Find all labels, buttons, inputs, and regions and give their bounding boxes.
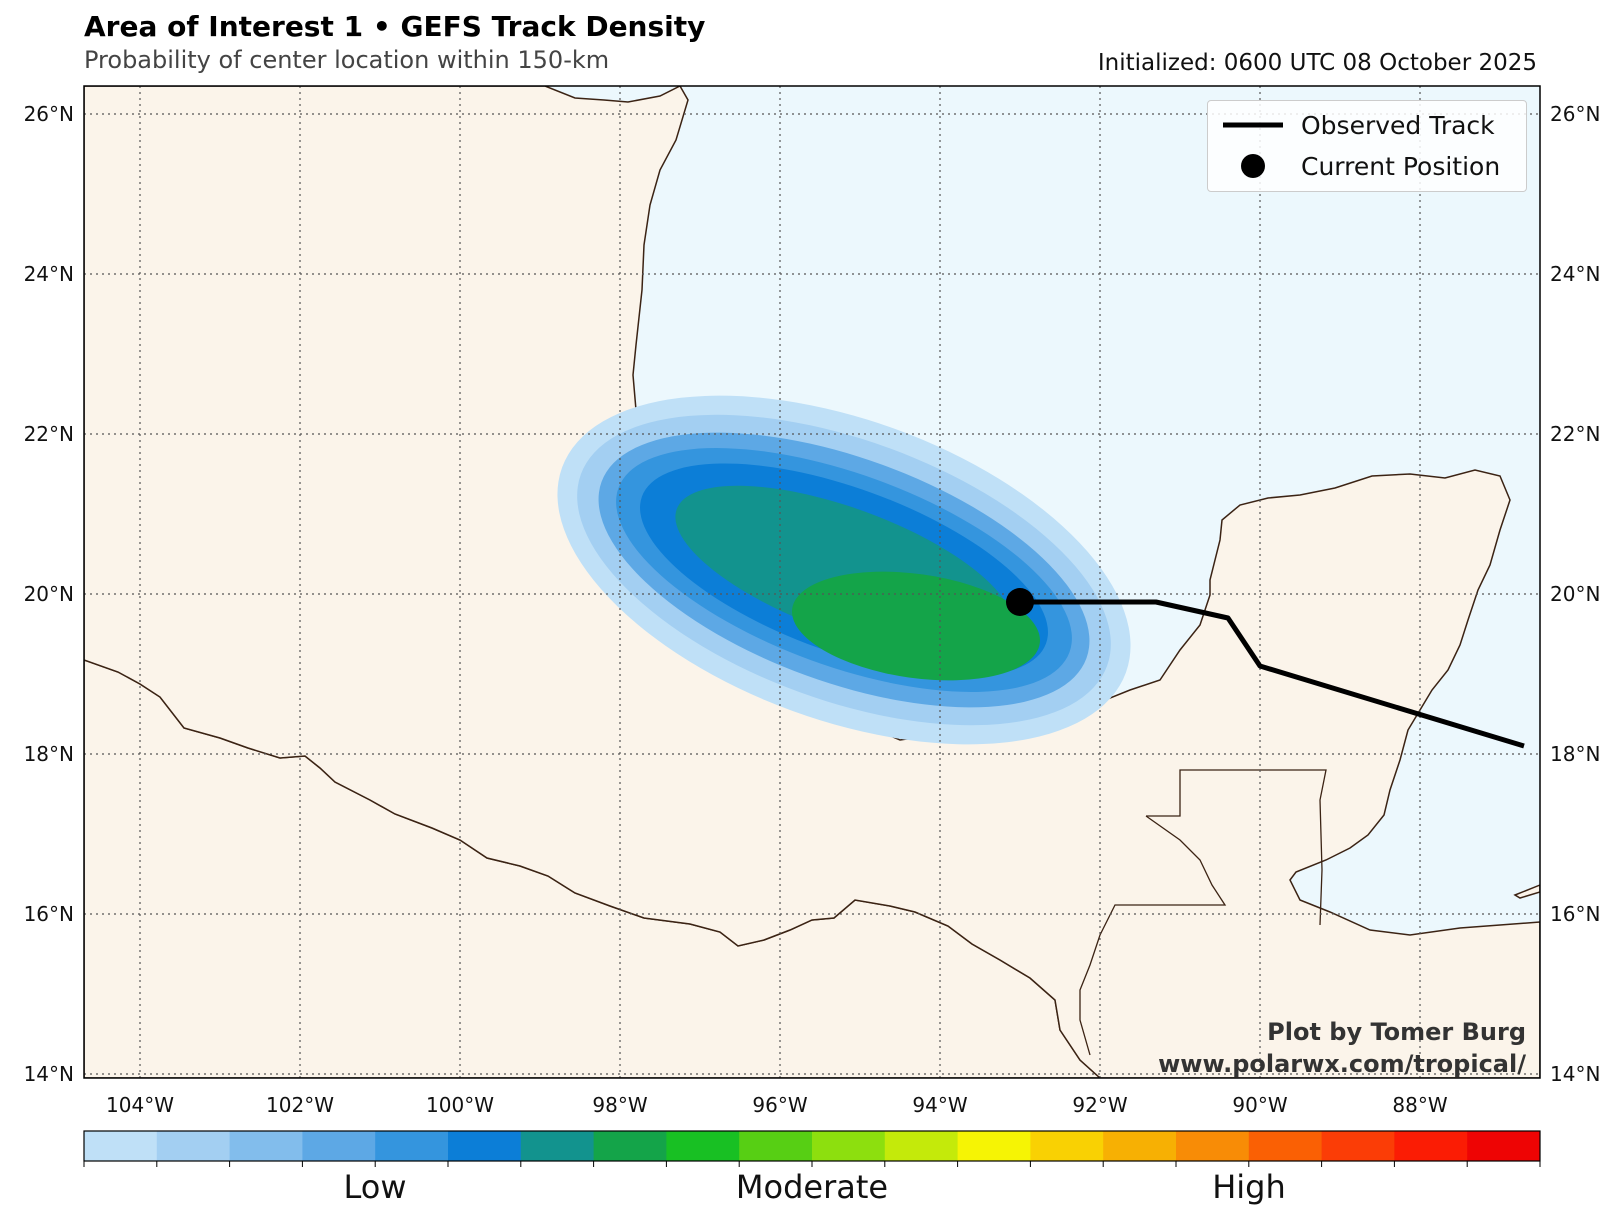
lat-label: 20°N [24,582,74,606]
lat-label: 14°N [1550,1062,1600,1086]
lon-label: 94°W [912,1093,967,1117]
colorbar-segment [1103,1131,1177,1161]
colorbar-segment [1248,1131,1323,1161]
lon-label: 104°W [106,1093,174,1117]
colorbar-segment [1467,1131,1541,1161]
lat-label: 14°N [24,1062,74,1086]
colorbar-segment [84,1131,158,1161]
lat-label: 22°N [1550,422,1600,446]
lon-label: 96°W [752,1093,807,1117]
lon-label: 102°W [266,1093,334,1117]
colorbar-segment [1321,1131,1395,1161]
colorbar-segment [1176,1131,1250,1161]
colorbar [83,1130,1541,1167]
lat-label: 26°N [1550,102,1600,126]
colorbar-label-high: High [1212,1168,1286,1206]
colorbar-segment [593,1131,667,1161]
colorbar-segment [884,1131,959,1161]
credit-author: Plot by Tomer Burg [1267,1018,1526,1046]
colorbar-segment [520,1131,595,1161]
lon-label: 100°W [426,1093,494,1117]
country-border [1079,815,1227,1056]
lat-labels-left: 26°N 24°N 22°N 20°N 18°N 16°N 14°N [24,102,74,1086]
density-layer [557,395,1131,745]
chart-title: Area of Interest 1 • GEFS Track Density [84,10,706,43]
colorbar-segment [302,1131,376,1161]
colorbar-segment [666,1131,740,1161]
colorbar-segment [448,1131,522,1161]
lon-label: 98°W [592,1093,647,1117]
land-cuba [1513,884,1540,899]
colorbar-segment [957,1131,1031,1161]
current-position-marker [1006,588,1034,616]
lon-labels: 104°W 102°W 100°W 98°W 96°W 94°W 92°W 90°W 88°W [106,1093,1448,1117]
chart-subtitle: Probability of center location within 15… [84,46,610,74]
colorbar-segment [739,1131,813,1161]
initialized-time: Initialized: 0600 UTC 08 October 2025 [1097,50,1537,76]
legend-item-observed-track: Observed Track [1208,105,1526,145]
colorbar-label-low: Low [343,1168,407,1206]
legend-item-current-position: Current Position [1208,146,1526,186]
map-frame [83,85,1541,1079]
credit-url[interactable]: www.polarwx.com/tropical/ [1158,1050,1526,1078]
legend-label-current-position: Current Position [1301,152,1501,181]
position-dot-icon [1241,154,1265,178]
map-legend: Observed Track Current Position [1207,100,1527,192]
lat-label: 16°N [1550,902,1600,926]
colorbar-segment [1394,1131,1468,1161]
observed-track-line [1020,599,1525,749]
lat-label: 26°N [24,102,74,126]
lon-label: 90°W [1232,1093,1287,1117]
colorbar-segment [812,1131,886,1161]
lat-label: 18°N [24,742,74,766]
colorbar-segment [1030,1131,1104,1161]
colorbar-label-moderate: Moderate [735,1168,889,1206]
lat-label: 24°N [1550,262,1600,286]
lon-label: 88°W [1392,1093,1447,1117]
track-line-icon [1223,122,1283,128]
lat-label: 18°N [1550,742,1600,766]
density-contour-7 [792,571,1040,681]
colorbar-segment [229,1131,303,1161]
lon-label: 92°W [1072,1093,1127,1117]
lat-label: 22°N [24,422,74,446]
lat-label: 24°N [24,262,74,286]
colorbar-segment [156,1131,231,1161]
country-border [1146,769,1327,926]
lat-label: 20°N [1550,582,1600,606]
legend-label-observed-track: Observed Track [1301,111,1495,140]
lat-labels-right: 26°N 24°N 22°N 20°N 18°N 16°N 14°N [1550,102,1600,1086]
colorbar-segment [375,1131,449,1161]
lat-label: 16°N [24,902,74,926]
